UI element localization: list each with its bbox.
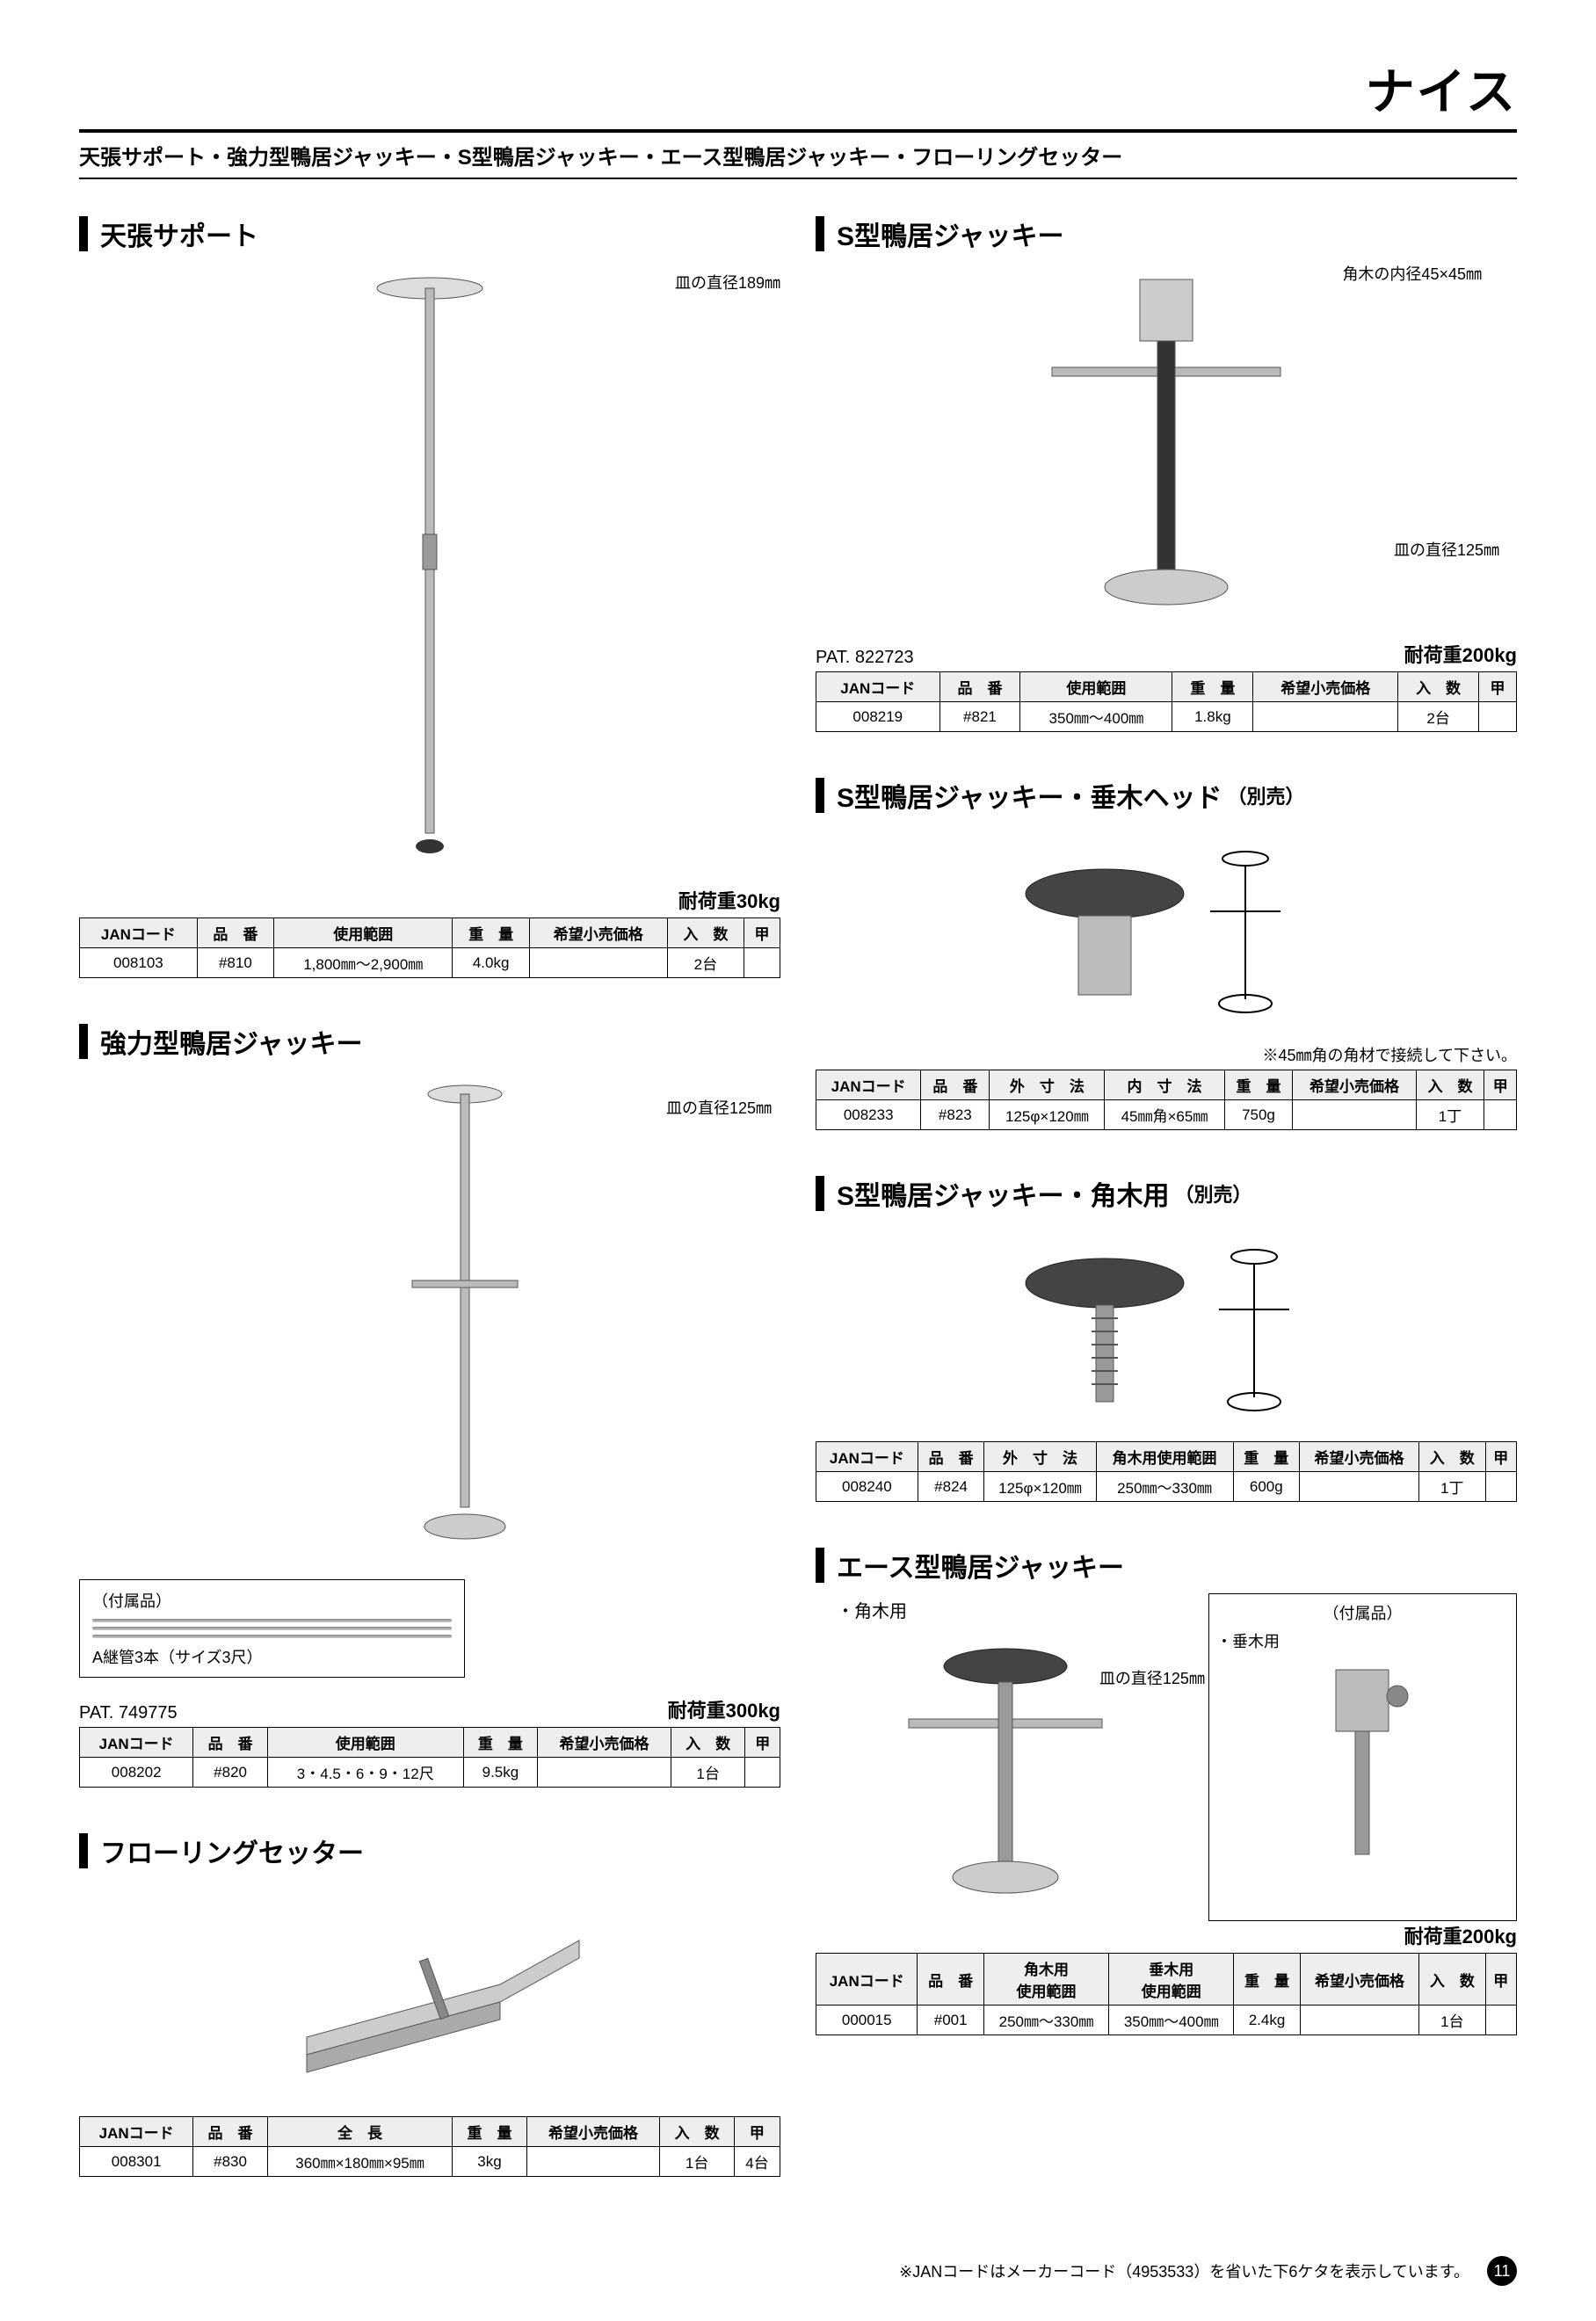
annotation-plate-diameter: 皿の直径189㎜: [675, 271, 780, 294]
spec-table: JANコード 品 番 外 寸 法 角木用使用範囲 重 量 希望小売価格 入 数 …: [816, 1441, 1517, 1502]
annotation-kaku-inner: 角木の内径45×45㎜: [1342, 262, 1482, 285]
accessory-header: （付属品）: [1216, 1601, 1509, 1624]
spec-table: JANコード 品 番 全 長 重 量 希望小売価格 入 数 甲 008301 #…: [79, 2116, 780, 2177]
th-weight: 重 量: [453, 918, 529, 948]
s-jackey-illustration: [1026, 271, 1307, 622]
product-title: 強力型鴨居ジャッキー: [100, 1022, 363, 1061]
annotation-plate-diameter: 皿の直径125㎜: [666, 1096, 772, 1119]
product-flooring-setter: フローリングセッター JANコード 品 番 全 長 重 量 希望小売価格 入 数…: [79, 1831, 780, 2177]
product-kyoryoku-jackey: 強力型鴨居ジャッキー 皿の直径125㎜ （付属品） A継管3本（サイズ3尺）: [79, 1022, 780, 1788]
accessory-title: （付属品）: [92, 1589, 452, 1612]
kakuki-illustration: [999, 1230, 1333, 1424]
table-row: 008301 #830 360㎜×180㎜×95㎜ 3kg 1台 4台: [80, 2147, 780, 2177]
spec-table: JANコード 品 番 使用範囲 重 量 希望小売価格 入 数 甲 008103 …: [79, 918, 780, 978]
th-hinban: 品 番: [197, 918, 273, 948]
title-bar-icon: [816, 216, 824, 251]
left-column: 天張サポート 皿の直径189㎜ 耐荷重30kg JANコード 品 番: [79, 214, 780, 2221]
kyoryoku-illustration: [324, 1078, 535, 1553]
ace-illustration: [891, 1640, 1120, 1904]
title-bar-icon: [79, 1833, 88, 1868]
product-ace-jackey: エース型鴨居ジャッキー ・角木用 皿の直径125㎜: [816, 1546, 1517, 2035]
product-image: 角木の内径45×45㎜ 皿の直径125㎜: [816, 262, 1517, 631]
product-title: S型鴨居ジャッキー: [837, 214, 1064, 253]
product-subline: ・角木用: [837, 1597, 1196, 1622]
product-title: フローリングセッター: [100, 1831, 364, 1870]
product-title: 天張サポート: [100, 214, 258, 253]
product-image: [79, 1879, 780, 2107]
table-row: 008240 #824 125φ×120㎜ 250㎜～330㎜ 600g 1丁: [816, 1472, 1517, 1502]
product-tenbari-support: 天張サポート 皿の直径189㎜ 耐荷重30kg JANコード 品 番: [79, 214, 780, 978]
product-image: 皿の直径125㎜: [79, 1070, 780, 1562]
product-image: [816, 823, 1517, 1034]
flooring-setter-illustration: [272, 1897, 588, 2090]
title-bar-icon: [79, 216, 88, 251]
accessory-pipes-illustration: [92, 1619, 452, 1638]
spec-table: JANコード 品 番 使用範囲 重 量 希望小売価格 入 数 甲 008202 …: [79, 1727, 780, 1788]
product-title: S型鴨居ジャッキー・角木用: [837, 1174, 1170, 1213]
spec-table: JANコード 品 番 使用範囲 重 量 希望小売価格 入 数 甲 008219 …: [816, 671, 1517, 732]
product-subtitle: （別売）: [1228, 781, 1305, 809]
title-bar-icon: [816, 778, 824, 813]
ace-accessory-illustration: [1301, 1661, 1424, 1863]
product-title: S型鴨居ジャッキー・垂木ヘッド: [837, 776, 1222, 815]
footer-note: ※JANコードはメーカーコード（4953533）を省いた下6ケタを表示しています…: [899, 2259, 1469, 2282]
load-capacity: 耐荷重30kg: [678, 886, 780, 914]
spec-table: JANコード 品 番 角木用 使用範囲 垂木用 使用範囲 重 量 希望小売価格 …: [816, 1953, 1517, 2035]
th-kou: 甲: [744, 918, 780, 948]
title-bar-icon: [816, 1548, 824, 1583]
annotation-plate-diameter: 皿の直径125㎜: [1394, 538, 1499, 561]
title-bar-icon: [816, 1176, 824, 1211]
category-header: 天張サポート・強力型鴨居ジャッキー・S型鴨居ジャッキー・エース型鴨居ジャッキー・…: [79, 129, 1517, 179]
table-row: 008233 #823 125φ×120㎜ 45㎜角×65㎜ 750g 1丁: [816, 1100, 1517, 1130]
product-s-kakuki: S型鴨居ジャッキー・角木用 （別売）: [816, 1174, 1517, 1502]
page-number: 11: [1487, 2256, 1517, 2286]
table-row: 008202 #820 3・4.5・6・9・12尺 9.5kg 1台: [80, 1758, 780, 1788]
product-title: エース型鴨居ジャッキー: [837, 1546, 1124, 1585]
table-row: 008219 #821 350㎜～400㎜ 1.8kg 2台: [816, 702, 1517, 732]
th-qty: 入 数: [667, 918, 744, 948]
accessory-panel: （付属品） ・垂木用: [1208, 1593, 1517, 1921]
accessory-box: （付属品） A継管3本（サイズ3尺）: [79, 1579, 465, 1678]
load-capacity: 耐荷重200kg: [1404, 640, 1517, 668]
product-image: 皿の直径125㎜: [816, 1631, 1196, 1912]
table-row: 000015 #001 250㎜～330㎜ 350㎜～400㎜ 2.4kg 1台: [816, 2005, 1517, 2035]
accessory-caption: A継管3本（サイズ3尺）: [92, 1645, 452, 1668]
patent-number: PAT. 749775: [79, 1703, 178, 1723]
product-subtitle: （別売）: [1175, 1179, 1252, 1208]
product-s-taruki-head: S型鴨居ジャッキー・垂木ヘッド （別売） ※45㎜角の角材で接続して下さい。: [816, 776, 1517, 1130]
load-capacity: 耐荷重300kg: [668, 1695, 780, 1723]
brand-name: ナイス: [79, 53, 1517, 124]
annotation-plate-diameter: 皿の直径125㎜: [1099, 1666, 1205, 1689]
connection-note: ※45㎜角の角材で接続して下さい。: [816, 1043, 1517, 1066]
product-s-jackey: S型鴨居ジャッキー 角木の内径45×45㎜ 皿の直径125㎜ PAT. 8227…: [816, 214, 1517, 732]
accessory-label: ・垂木用: [1216, 1629, 1509, 1652]
table-row: 008103 #810 1,800㎜～2,900㎜ 4.0kg 2台: [80, 948, 780, 978]
th-jan: JANコード: [80, 918, 198, 948]
taruki-head-illustration: [999, 832, 1333, 1026]
page-footer: ※JANコードはメーカーコード（4953533）を省いた下6ケタを表示しています…: [79, 2256, 1517, 2286]
product-image: [816, 1222, 1517, 1432]
patent-number: PAT. 822723: [816, 648, 914, 668]
right-column: S型鴨居ジャッキー 角木の内径45×45㎜ 皿の直径125㎜ PAT. 8227…: [816, 214, 1517, 2221]
spec-table: JANコード 品 番 外 寸 法 内 寸 法 重 量 希望小売価格 入 数 甲 …: [816, 1070, 1517, 1130]
product-image: 皿の直径189㎜: [79, 262, 780, 877]
tenbari-illustration: [342, 271, 518, 868]
th-range: 使用範囲: [274, 918, 453, 948]
th-price: 希望小売価格: [529, 918, 667, 948]
load-capacity: 耐荷重200kg: [1404, 1921, 1517, 1949]
title-bar-icon: [79, 1024, 88, 1059]
